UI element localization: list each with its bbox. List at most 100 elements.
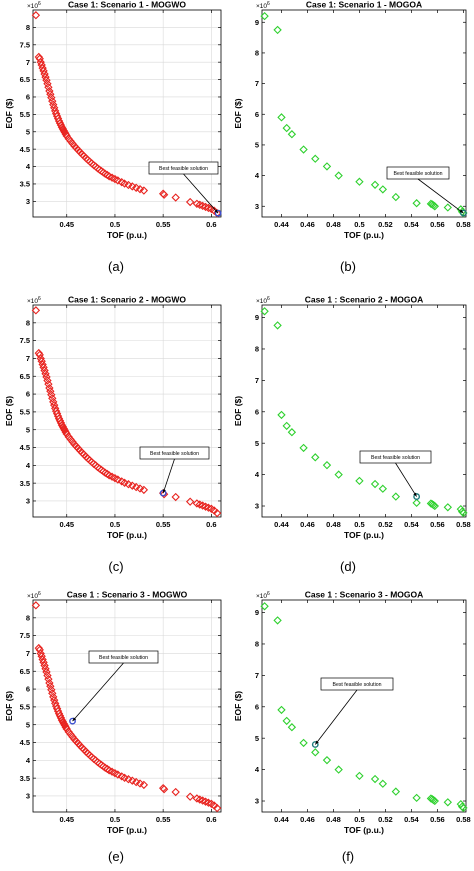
x-tick-label: 0.45: [59, 220, 74, 229]
y-multiplier-base: ×10: [256, 593, 267, 600]
annotation-arrow: [183, 173, 219, 214]
data-point: [42, 667, 51, 677]
chart-title: Case 1: Scenario 1 - MOGOA: [306, 0, 422, 10]
y-tick-label: 5: [255, 141, 259, 150]
data-point: [49, 692, 58, 702]
data-point: [60, 426, 69, 435]
y-tick-label: 3: [26, 792, 30, 801]
y-tick-label: 7: [26, 354, 30, 363]
data-point: [212, 508, 222, 518]
data-point: [355, 771, 364, 781]
plot-frame: [32, 599, 222, 813]
data-point: [334, 171, 343, 180]
data-point: [35, 350, 44, 360]
data-point: [139, 186, 149, 195]
annotation-text: Best feasible solution: [371, 455, 420, 461]
chart-panel-3: 0.45 0.5 0.55 0.633.544.555.566.577.58×106 C…: [4, 295, 222, 540]
y-tick-label: 4: [26, 162, 31, 171]
data-point: [48, 689, 57, 698]
x-tick-label: 0.48: [326, 815, 341, 824]
x-tick-label: 0.6: [206, 220, 216, 229]
data-point: [282, 716, 291, 726]
data-point: [159, 190, 169, 199]
data-point: [57, 420, 67, 430]
y-multiplier-label: ×106: [27, 591, 41, 600]
y-multiplier-base: ×10: [27, 3, 38, 10]
annotation-text: Best feasible solution: [393, 171, 442, 177]
annotation-arrowhead: [459, 209, 464, 214]
x-tick-label: 0.5: [110, 520, 120, 529]
data-point: [171, 787, 180, 797]
data-point: [60, 721, 69, 730]
annotation-text: Best feasible solution: [99, 655, 148, 661]
caption-d: (d): [340, 559, 356, 574]
y-tick-label: 3.5: [20, 180, 30, 189]
data-point: [311, 453, 320, 462]
caption-b: (b): [340, 259, 356, 274]
y-tick-label: 7: [255, 79, 259, 88]
x-tick-label: 0.52: [378, 220, 393, 229]
x-axis-label: TOF (p.u.): [107, 530, 147, 540]
y-axis-label: EOF ($): [4, 691, 14, 721]
plot-frame: [261, 304, 467, 518]
data-point: [43, 671, 52, 680]
data-point: [40, 366, 49, 375]
data-point: [50, 103, 59, 112]
best-solution-marker: [69, 717, 76, 725]
data-point: [47, 390, 56, 399]
data-point: [430, 796, 439, 806]
y-tick-label: 7.5: [20, 336, 30, 345]
data-point: [355, 177, 364, 186]
data-point: [443, 203, 452, 212]
caption-f: (f): [342, 849, 354, 864]
y-multiplier-base: ×10: [27, 593, 38, 600]
y-tick-label: 7.5: [20, 631, 30, 640]
data-point: [299, 145, 308, 154]
data-point: [44, 674, 53, 684]
data-point: [311, 154, 320, 163]
annotation-text: Best feasible solution: [332, 682, 381, 688]
y-tick-label: 6: [255, 702, 259, 711]
x-tick-label: 0.46: [300, 220, 315, 229]
data-point: [443, 798, 452, 807]
data-point: [277, 410, 286, 420]
data-point: [391, 492, 401, 501]
x-tick-label: 0.6: [206, 815, 216, 824]
x-tick-label: 0.46: [300, 815, 315, 824]
data-point: [159, 785, 169, 794]
plot-area: [33, 305, 221, 517]
y-tick-label: 8: [26, 613, 30, 622]
y-multiplier-base: ×10: [256, 298, 267, 305]
data-point: [378, 484, 388, 493]
y-tick-label: 8: [26, 23, 30, 32]
y-tick-label: 4: [26, 461, 31, 470]
y-tick-label: 3.5: [20, 774, 30, 783]
annotation-text: Best feasible solution: [159, 166, 208, 172]
data-point: [62, 724, 71, 734]
x-tick-label: 0.54: [404, 220, 419, 229]
y-tick-label: 4.5: [20, 145, 30, 154]
y-tick-label: 4.5: [20, 738, 30, 747]
data-point: [48, 96, 57, 106]
caption-c: (c): [108, 559, 123, 574]
data-point: [322, 162, 332, 171]
chart-panel-4: 0.44 0.46 0.48 0.5 0.52 0.54 0.56 0.58 3 4 5 6 7 8 9 ×1…: [233, 295, 471, 541]
plot-area: [33, 600, 221, 812]
data-point: [412, 199, 421, 208]
x-axis-label: TOF (p.u.): [107, 825, 147, 835]
data-point: [43, 376, 52, 385]
y-tick-label: 8: [255, 640, 259, 649]
data-point: [56, 120, 66, 130]
x-tick-label: 0.48: [326, 220, 341, 229]
data-point: [101, 169, 110, 179]
x-tick-label: 0.55: [156, 520, 171, 529]
x-tick-label: 0.48: [326, 520, 341, 529]
data-point: [287, 130, 297, 139]
chart-title: Case 1: Scenario 1 - MOGWO: [68, 0, 186, 10]
data-point: [42, 372, 51, 382]
y-tick-label: 4.5: [20, 443, 30, 452]
x-tick-label: 0.44: [274, 520, 289, 529]
data-point: [370, 180, 380, 189]
data-point: [273, 25, 282, 35]
data-point: [260, 11, 269, 21]
